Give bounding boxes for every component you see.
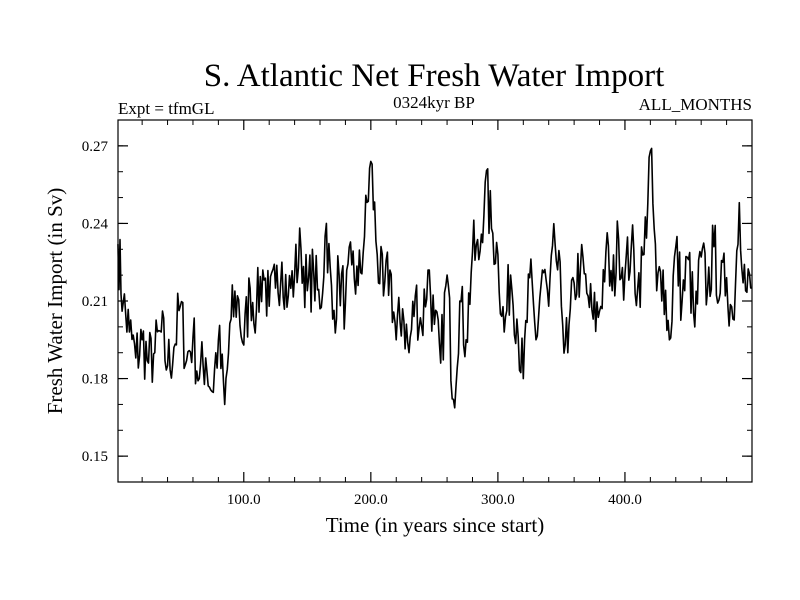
y-tick-label: 0.15 <box>82 449 108 465</box>
chart-subtitle-center: 0324kyr BP <box>393 93 475 112</box>
y-tick-label: 0.21 <box>82 294 108 310</box>
y-tick-label: 0.27 <box>82 139 109 155</box>
x-tick-label: 300.0 <box>481 492 515 508</box>
y-tick-label: 0.24 <box>82 216 109 232</box>
y-tick-label: 0.18 <box>82 372 108 388</box>
y-axis-label: Fresh Water Import (in Sv) <box>43 188 67 415</box>
y-axis-ticks: 0.15 0.18 0.21 0.24 0.27 <box>82 139 752 465</box>
x-axis-ticks: 100.0 200.0 300.0 400.0 <box>227 120 642 508</box>
minor-ticks <box>118 120 752 482</box>
chart-title: S. Atlantic Net Fresh Water Import <box>204 58 665 94</box>
x-tick-label: 400.0 <box>608 492 642 508</box>
x-tick-label: 100.0 <box>227 492 261 508</box>
series-line <box>117 147 753 409</box>
chart-subtitle-left: Expt = tfmGL <box>118 99 214 118</box>
x-tick-label: 200.0 <box>354 492 388 508</box>
plot-frame <box>117 119 753 483</box>
chart-subtitle-right: ALL_MONTHS <box>639 95 752 114</box>
x-axis-label: Time (in years since start) <box>326 513 545 537</box>
